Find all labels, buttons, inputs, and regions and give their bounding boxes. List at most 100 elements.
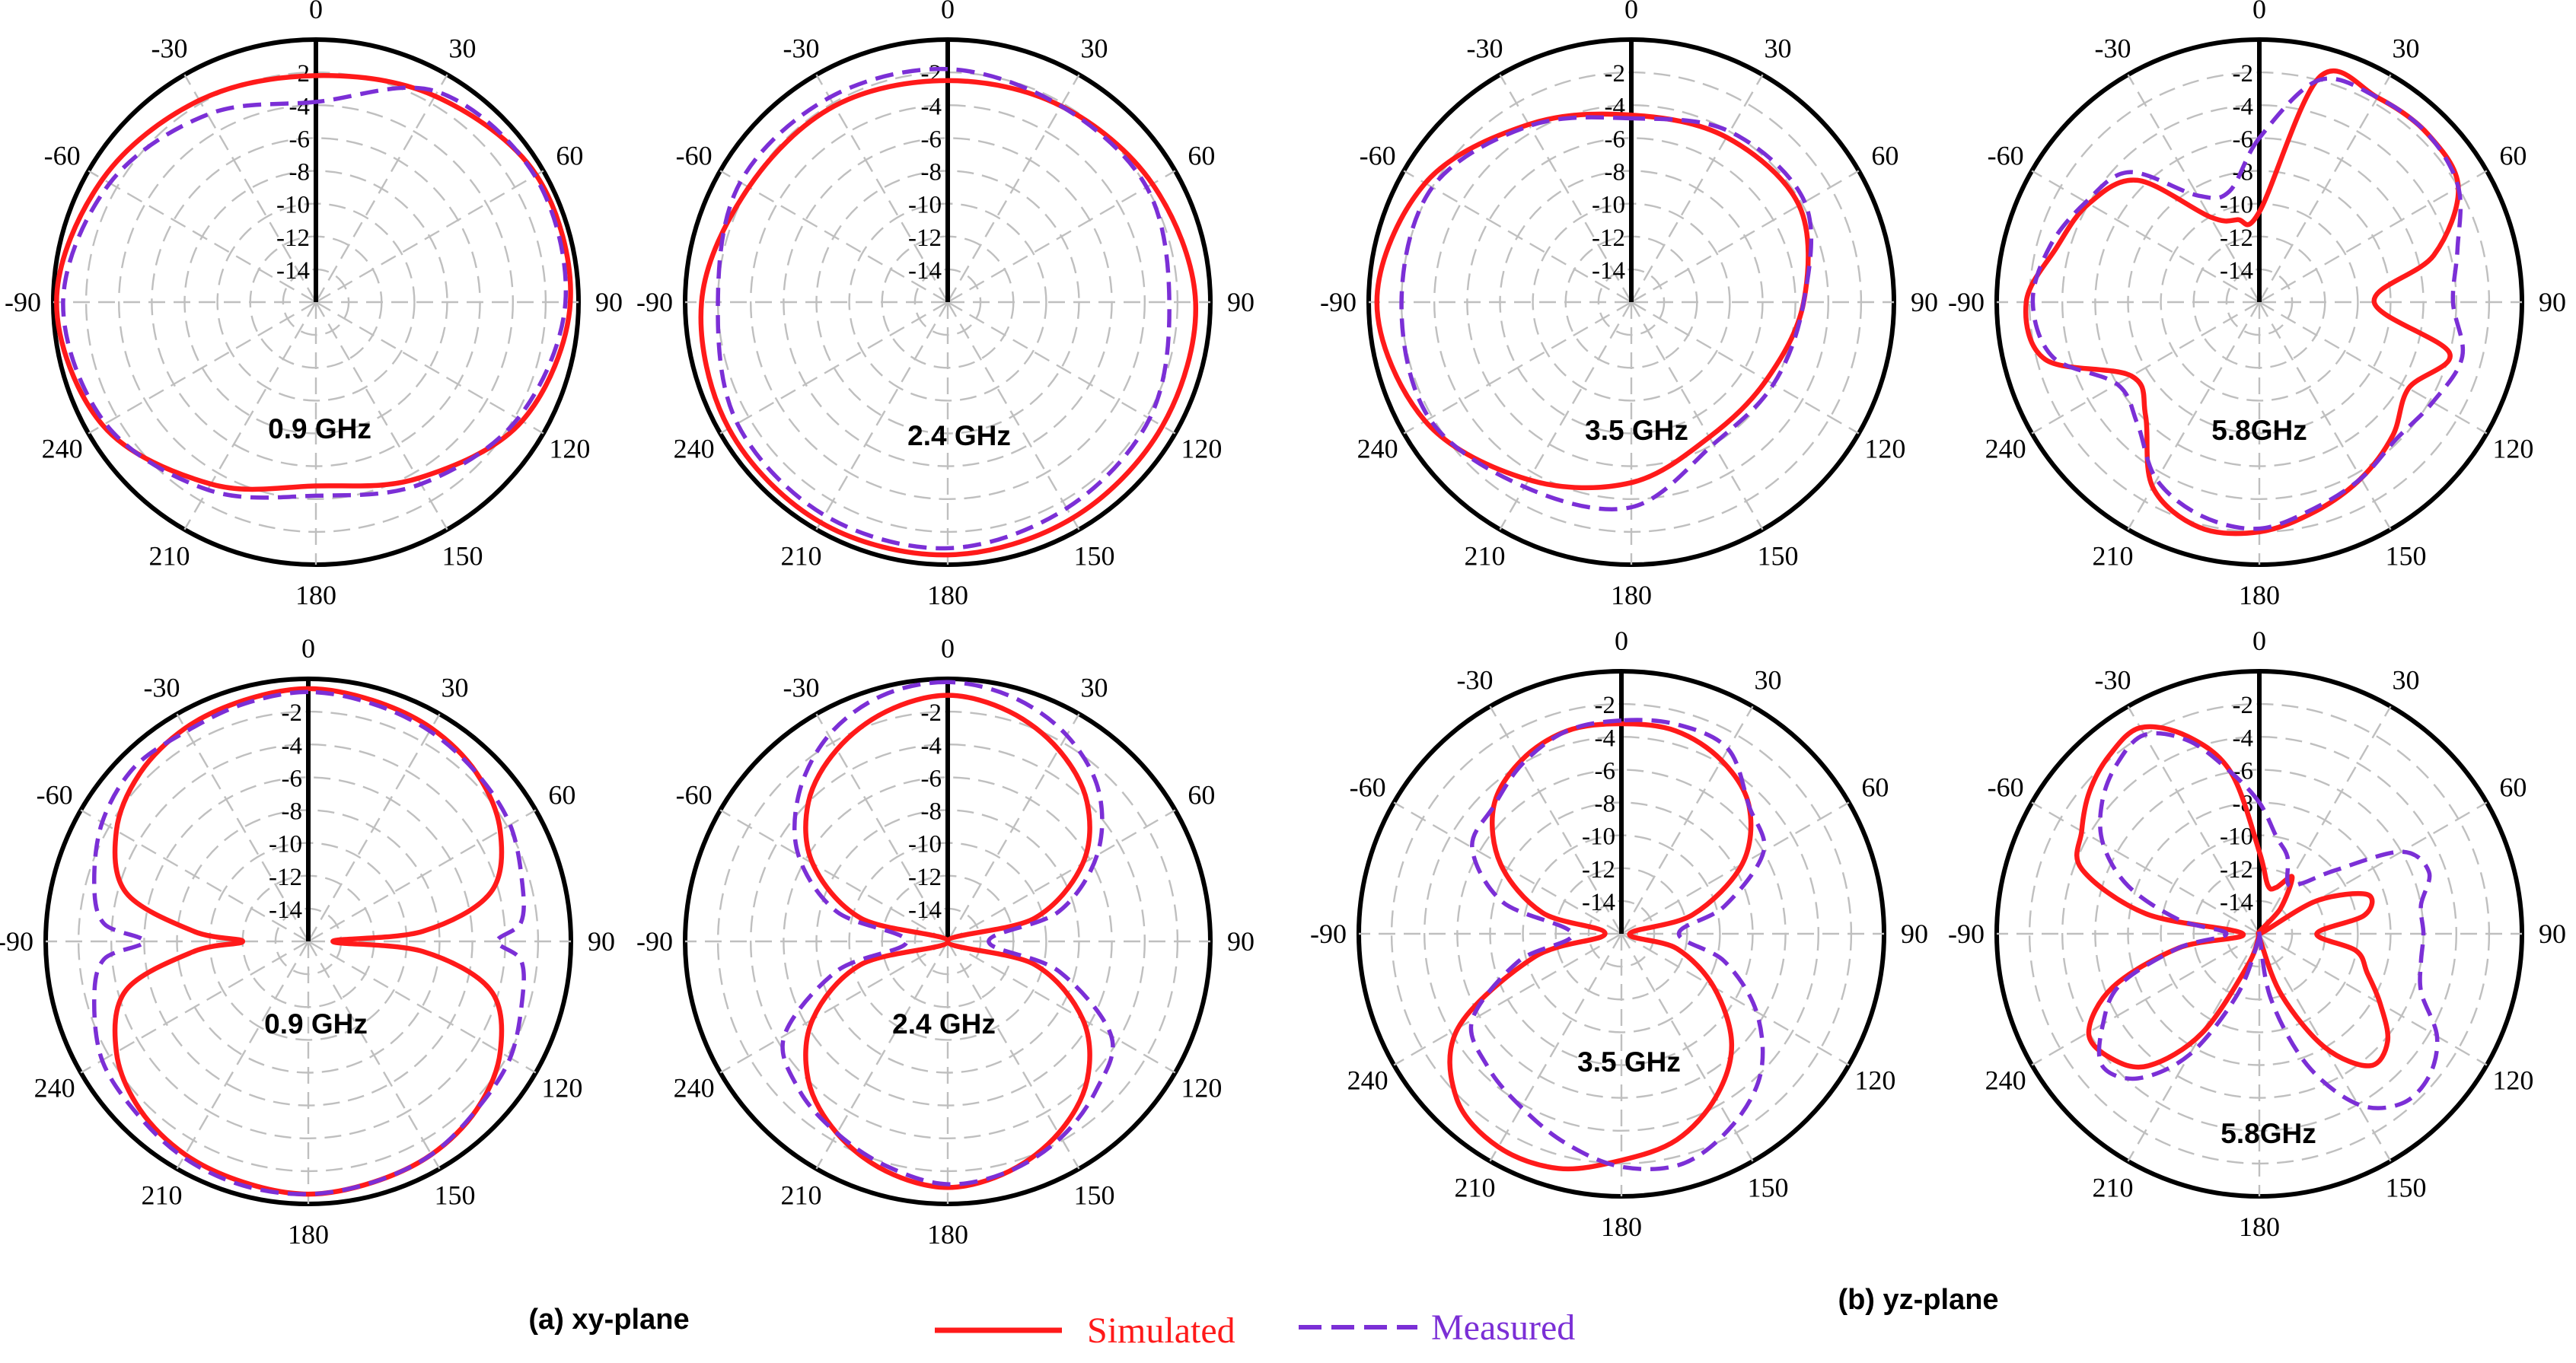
angle-label: 150 — [2386, 540, 2427, 571]
angle-label: 120 — [1181, 1073, 1222, 1103]
angle-label: 180 — [927, 580, 968, 610]
angle-label: 120 — [541, 1073, 582, 1103]
radial-tick-label: -12 — [269, 864, 302, 891]
grid-spoke — [314, 74, 448, 303]
grid-ring — [2061, 104, 2457, 500]
polar-plot-3: 0-30-60-90240210180150120906030-2-4-6-8-… — [1320, 0, 1938, 610]
measured-curve — [91, 689, 526, 1196]
radial-tick-label: -12 — [908, 864, 942, 891]
grid-spoke — [946, 301, 1080, 530]
grid-spoke — [1621, 801, 1850, 935]
caption-yz-plane: (b) yz-plane — [1838, 1284, 1998, 1316]
angle-label: 60 — [1861, 772, 1889, 803]
radial-tick-label: -4 — [289, 93, 311, 120]
angle-label: 0 — [941, 633, 955, 664]
radial-tick-label: -14 — [908, 257, 942, 285]
measured-curve — [2096, 731, 2440, 1110]
frequency-label: 0.9 GHz — [264, 1008, 368, 1040]
angle-label: -60 — [37, 780, 73, 810]
grid-spoke — [183, 74, 317, 303]
angle-label: 240 — [34, 1073, 75, 1103]
angle-label: -30 — [151, 33, 188, 64]
radial-tick-label: -14 — [908, 896, 942, 924]
angle-label: -30 — [2095, 665, 2131, 696]
grid-spoke — [719, 809, 948, 943]
radial-tick-label: -4 — [2233, 93, 2254, 120]
radial-tick-label: -14 — [2220, 889, 2253, 916]
angle-label: 30 — [1765, 33, 1792, 64]
radial-tick-label: -2 — [1605, 60, 1626, 88]
grid-spoke — [1499, 301, 1633, 530]
radial-tick-label: -4 — [282, 732, 303, 760]
measured-curve — [1468, 718, 1767, 1172]
grid-spoke — [1393, 932, 1622, 1066]
grid-spoke — [2031, 170, 2260, 304]
grid-spoke — [1620, 933, 1754, 1162]
angle-label: 210 — [142, 1180, 183, 1210]
legend-measured-label: Measured — [1431, 1307, 1575, 1348]
angle-label: -60 — [676, 141, 713, 171]
caption-xy-plane: (a) xy-plane — [528, 1304, 689, 1336]
grid-spoke — [2127, 705, 2261, 935]
angle-label: 60 — [556, 141, 583, 171]
radial-tick-label: -6 — [921, 126, 942, 153]
angle-label: 90 — [1227, 926, 1255, 957]
radial-tick-label: -6 — [1595, 757, 1616, 785]
radial-tick-label: -10 — [276, 192, 310, 219]
grid-spoke — [2031, 932, 2260, 1066]
angle-label: 180 — [1611, 580, 1652, 610]
grid-spoke — [719, 940, 948, 1074]
radial-tick-label: -6 — [1605, 126, 1626, 153]
angle-label: -90 — [0, 926, 33, 957]
angle-label: 150 — [2386, 1172, 2427, 1202]
angle-label: 150 — [1074, 1180, 1115, 1210]
grid-spoke — [1489, 705, 1623, 935]
angle-label: 120 — [1854, 1065, 1895, 1096]
grid-spoke — [1630, 301, 1764, 530]
grid-spoke — [1499, 74, 1633, 303]
polar-plot-7: 0 -30 -60 -90 240 210 180 150 120 90 60 30 -2 -4 -6 -8 -… — [1310, 626, 1928, 1242]
grid-spoke — [815, 74, 949, 303]
grid-spoke — [307, 713, 441, 942]
angle-label: 0 — [2252, 0, 2266, 24]
radial-tick-label: -14 — [276, 257, 310, 285]
grid-spoke — [307, 941, 441, 1170]
angle-label: 240 — [674, 1073, 715, 1103]
angle-label: 210 — [149, 540, 190, 571]
angle-label: 30 — [2393, 665, 2420, 696]
radial-tick-label: -2 — [1595, 692, 1616, 719]
radial-tick-label: -14 — [2220, 257, 2253, 285]
radial-tick-label: -8 — [921, 159, 942, 186]
radial-tick-label: -4 — [921, 732, 942, 760]
radial-tick-label: -4 — [921, 93, 942, 120]
grid-spoke — [946, 941, 1080, 1170]
angle-label: -60 — [1350, 772, 1386, 803]
angle-label: 90 — [1901, 919, 1928, 949]
angle-label: 150 — [1758, 540, 1799, 571]
grid-spoke — [308, 809, 537, 943]
angle-label: 60 — [1188, 780, 1215, 810]
grid-spoke — [2258, 301, 2392, 530]
angle-label: -60 — [1360, 141, 1396, 171]
radial-tick-label: -10 — [1582, 823, 1615, 851]
grid-spoke — [946, 74, 1080, 303]
radial-tick-label: -2 — [2233, 692, 2254, 719]
polar-plot-8: 0-30-60-90240210180150120906030-2-4-6-8-… — [1948, 626, 2566, 1242]
grid-spoke — [80, 809, 309, 943]
angle-label: 120 — [549, 434, 590, 464]
angle-label: -30 — [1467, 33, 1503, 64]
angle-label: -90 — [1320, 287, 1357, 317]
angle-label: -30 — [1457, 665, 1494, 696]
angle-label: 90 — [2539, 287, 2566, 317]
radial-tick-label: -8 — [282, 798, 303, 826]
angle-label: 0 — [309, 0, 323, 24]
angle-label: 60 — [1871, 141, 1899, 171]
angle-label: 60 — [548, 780, 575, 810]
radial-tick-label: -12 — [1592, 225, 1625, 252]
frequency-label: 5.8GHz — [2221, 1118, 2316, 1149]
grid-spoke — [1621, 932, 1850, 1066]
angle-label: 180 — [1601, 1212, 1642, 1242]
grid-spoke — [315, 170, 544, 304]
frequency-label: 2.4 GHz — [892, 1008, 996, 1040]
